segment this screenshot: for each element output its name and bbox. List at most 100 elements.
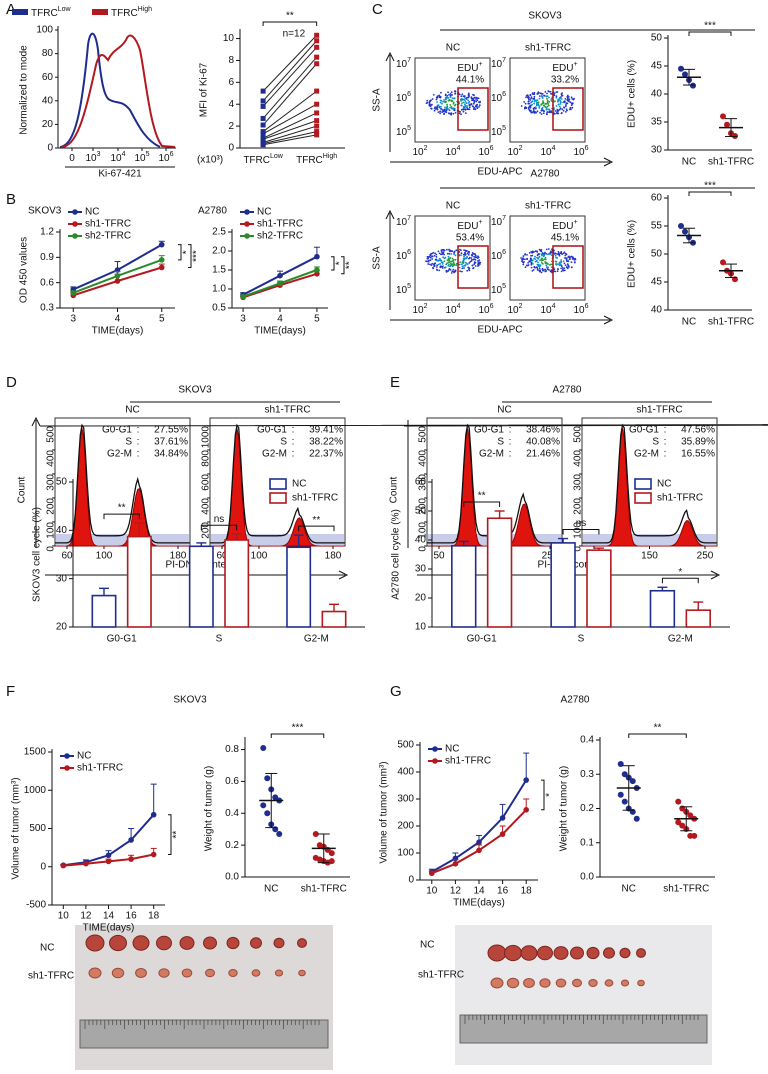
event-dot [476, 99, 479, 102]
event-dot [454, 112, 457, 114]
event-dot [571, 98, 574, 100]
point [240, 293, 246, 300]
y-tick-label: 1.0 [212, 284, 226, 295]
event-dot [539, 111, 541, 114]
y-tick-label: 200 [418, 498, 429, 515]
y-tick-label: 107 [396, 215, 411, 228]
event-dot [446, 108, 449, 111]
debris-band [211, 534, 344, 545]
y-tick-label-sup: 7 [407, 215, 411, 222]
tumor [274, 969, 284, 977]
x-tick-label: 104 [540, 303, 555, 316]
y-tick-label: 4 [228, 99, 234, 110]
event-dot [464, 109, 467, 111]
stat-label: G0-G1 [474, 425, 504, 436]
y-tick-label: 106 [396, 249, 411, 262]
point [724, 121, 730, 128]
legend-label-sup: High [138, 6, 153, 13]
event-dot [466, 252, 469, 255]
event-dot [540, 250, 543, 253]
annotation: *** [704, 21, 716, 32]
event-dot [544, 256, 547, 259]
bar [550, 542, 576, 628]
event-dot [450, 272, 453, 274]
gate-percent: 45.1% [551, 233, 579, 244]
panel-letter: A [6, 1, 16, 18]
event-dot [467, 92, 470, 95]
event-dot [435, 268, 438, 271]
pair-line [262, 131, 317, 145]
y-axis-label: OD 450 values [19, 237, 30, 303]
y-tick-label: 0 [47, 143, 53, 154]
bracket [541, 779, 545, 811]
point [264, 775, 271, 782]
event-dot [531, 92, 534, 95]
x-tick-label-base: 10 [412, 147, 424, 158]
x-tick-label: 104 [445, 145, 460, 158]
event-dot [453, 253, 455, 256]
event-dot [440, 91, 442, 94]
event-dot [546, 95, 549, 97]
plot-label: sh1-TFRC [525, 201, 571, 212]
legend-swatch [244, 233, 250, 239]
point [523, 807, 529, 813]
x-tick-label: 12 [450, 886, 462, 897]
y-axis-label: Count [17, 476, 28, 503]
event-dot [460, 254, 462, 257]
x-tick-label-base: 10 [445, 147, 457, 158]
event-dot [530, 262, 533, 265]
point [260, 744, 267, 751]
x-tick-label: 60 [216, 551, 228, 562]
event-dot [458, 112, 461, 115]
event-dot [559, 103, 562, 105]
event-dot [549, 263, 552, 266]
event-dot [539, 264, 542, 266]
event-dot [455, 264, 458, 267]
gate-label-sup: + [479, 61, 483, 68]
event-dot [560, 270, 563, 273]
event-dot [563, 262, 566, 265]
event-dot [427, 263, 430, 265]
event-dot [440, 249, 443, 252]
event-dot [565, 259, 568, 261]
gate-label-sup: + [574, 61, 578, 68]
event-dot [529, 99, 532, 101]
event-dot [522, 255, 525, 258]
event-dot [538, 256, 540, 259]
curve [61, 34, 176, 148]
y-tick-label: 40 [651, 305, 663, 316]
event-dot [469, 104, 471, 107]
event-dot [535, 266, 538, 269]
event-dot [566, 109, 568, 112]
point [328, 858, 335, 865]
x-tick-label-sup: Low [270, 153, 284, 160]
event-dot [468, 256, 471, 259]
x-tick-label-base: 10 [507, 147, 519, 158]
event-dot [547, 90, 550, 92]
point [678, 223, 684, 229]
y-axis-label: Volume of tumor (mm³) [11, 777, 22, 879]
event-dot [446, 103, 448, 106]
event-dot [556, 270, 559, 273]
event-dot [533, 95, 536, 98]
event-dot [429, 105, 432, 107]
gate-label: EDU+ [552, 219, 577, 232]
stat-colon: : [509, 425, 512, 436]
bar [486, 517, 513, 628]
y-tick-label: 0.0 [225, 872, 239, 883]
event-dot [450, 262, 452, 265]
event-dot [561, 253, 563, 256]
event-dot [532, 263, 534, 265]
x-tick-label: 100 [96, 551, 113, 562]
event-dot [458, 93, 461, 96]
event-dot [464, 253, 467, 256]
event-dot [570, 255, 573, 258]
event-dot [472, 102, 475, 105]
event-dot [461, 270, 463, 273]
stat-value: 22.37% [309, 449, 343, 460]
y-tick-label: 100 [418, 522, 429, 539]
event-dot [533, 106, 536, 109]
event-dot [536, 93, 539, 95]
event-dot [564, 111, 567, 113]
y-tick-label: 0 [40, 861, 46, 872]
